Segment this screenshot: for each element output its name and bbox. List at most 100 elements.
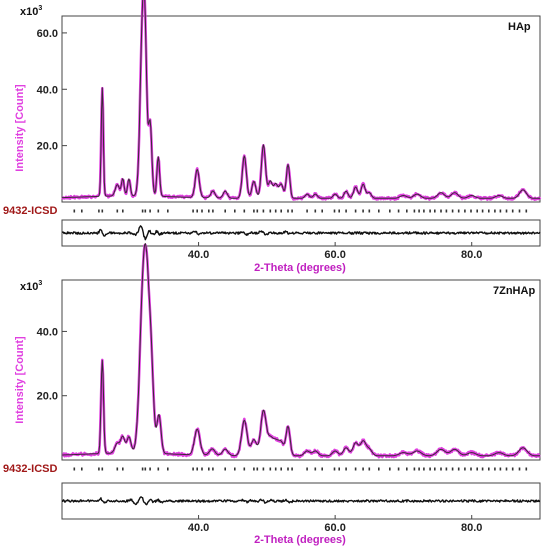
reference-peak-marker [291, 467, 293, 471]
reference-peak-marker [243, 209, 246, 213]
calculated-pattern-7znhap [62, 243, 540, 457]
reference-peak-marker [196, 467, 198, 471]
observed-pattern-hap [61, 0, 542, 201]
reference-peak-marker [287, 209, 289, 213]
reference-peak-marker [224, 467, 226, 471]
difference-curve-7znhap [61, 496, 540, 506]
reference-peak-marker [98, 209, 100, 213]
reference-peak-marker [201, 467, 203, 471]
reference-peak-marker [476, 209, 478, 213]
reference-peak-marker [212, 467, 214, 471]
y-tick-label: 20.0 [37, 141, 58, 153]
x-tick-label: 80.0 [461, 522, 482, 534]
reference-peak-marker [116, 467, 119, 471]
reference-peak-marker [208, 467, 210, 471]
reference-peak-marker [457, 467, 460, 471]
reference-peak-marker [488, 209, 490, 213]
reference-peak-marker [338, 209, 340, 213]
reference-peak-marker [234, 209, 236, 213]
reference-peak-marker [208, 209, 210, 213]
reference-peak-marker [234, 467, 236, 471]
reference-peak-marker [192, 209, 194, 213]
reference-peak-marker [141, 209, 144, 213]
reference-peak-marker [440, 467, 442, 471]
reference-peak-marker [269, 467, 272, 471]
reference-label-hap: 9432-ICSD [3, 205, 57, 217]
reference-peak-marker [338, 467, 340, 471]
reference-peak-marker [280, 467, 282, 471]
reference-peak-marker [224, 209, 226, 213]
reference-peak-marker [518, 467, 521, 471]
reference-peak-marker [212, 209, 214, 213]
reference-peak-marker [488, 467, 490, 471]
x-tick-label: 80.0 [461, 249, 482, 261]
reference-peak-marker [505, 467, 508, 471]
reference-peak-marker [333, 467, 336, 471]
reference-peak-marker [345, 467, 347, 471]
reference-peak-marker [378, 467, 380, 471]
reference-peak-marker [440, 209, 442, 213]
reference-peak-marker [256, 467, 259, 471]
panel-7znhap: x103 7ZnHAp Intensity [Count] 20.0 40.0 9… [3, 243, 541, 546]
reference-peak-marker [73, 209, 76, 213]
reference-peak-marker [269, 209, 272, 213]
y-tick-label: 20.0 [37, 391, 58, 403]
reference-peak-marker [378, 209, 380, 213]
reference-peak-marker [354, 209, 357, 213]
intensity-multiplier: x103 [20, 5, 42, 18]
reference-peak-marker [423, 467, 425, 471]
reference-peak-marker [511, 209, 514, 213]
reference-peak-marker [429, 467, 431, 471]
reference-peak-marker [192, 467, 194, 471]
reference-peak-marker [368, 209, 371, 213]
reference-peak-marker [362, 467, 364, 471]
reference-peak-marker [274, 467, 277, 471]
plot-frame-hap [61, 15, 541, 203]
reference-peak-marker [494, 209, 496, 213]
reference-peak-markers-hap [73, 209, 528, 213]
reference-peak-marker [314, 467, 317, 471]
reference-peak-marker [81, 209, 83, 213]
reference-peak-marker [253, 209, 255, 213]
reference-peak-marker [157, 209, 160, 213]
sample-label-hap: HAp [508, 21, 531, 33]
reference-peak-marker [201, 209, 203, 213]
x-tick-label: 40.0 [188, 522, 209, 534]
reference-peak-marker [144, 209, 147, 213]
reference-peak-marker [525, 467, 528, 471]
reference-peak-marker [481, 467, 484, 471]
y-tick-label: 60.0 [37, 28, 58, 40]
reference-peak-marker [354, 467, 357, 471]
reference-peak-marker [243, 467, 246, 471]
reference-peak-marker [314, 209, 317, 213]
reference-peak-marker [149, 209, 151, 213]
reference-peak-marker [306, 467, 308, 471]
reference-peak-marker [457, 209, 460, 213]
reference-peak-marker [122, 209, 124, 213]
reference-peak-marker [389, 209, 391, 213]
reference-label-7znhap: 9432-ICSD [3, 463, 57, 475]
reference-peak-marker [167, 209, 169, 213]
x-tick-label: 40.0 [188, 249, 209, 261]
reference-peak-marker [116, 209, 119, 213]
reference-peak-marker [476, 467, 478, 471]
x-axis-title-hap: 2-Theta (degrees) [254, 262, 346, 274]
reference-peak-marker [525, 209, 528, 213]
reference-peak-marker [418, 209, 420, 213]
reference-peak-marker [464, 467, 466, 471]
reference-peak-marker [499, 467, 502, 471]
reference-peak-marker [253, 467, 255, 471]
reference-peak-marker [494, 467, 496, 471]
reference-peak-marker [362, 209, 364, 213]
reference-peak-marker [481, 209, 484, 213]
calculated-pattern-hap [62, 0, 540, 199]
reference-peak-marker [406, 209, 408, 213]
reference-peak-marker [73, 467, 76, 471]
reference-peak-marker [196, 209, 198, 213]
reference-peak-marker [81, 467, 83, 471]
reference-peak-marker [429, 209, 431, 213]
reference-peak-marker [434, 209, 436, 213]
reference-peak-marker [122, 467, 124, 471]
difference-curve-hap [61, 225, 541, 241]
